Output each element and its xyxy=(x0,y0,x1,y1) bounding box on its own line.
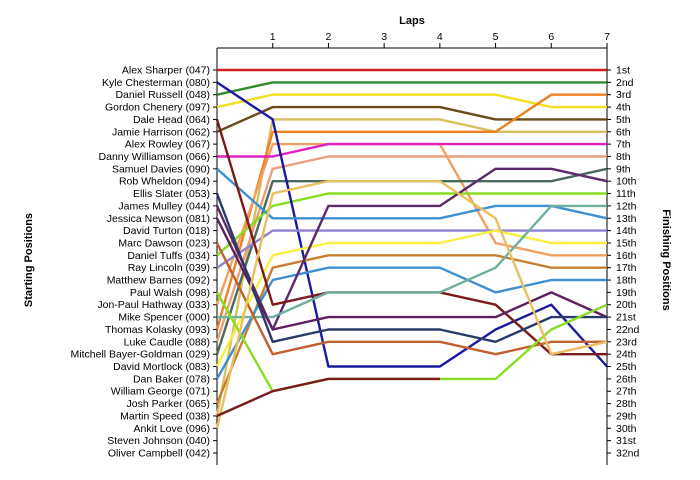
finishing-position-label: 23rd xyxy=(616,336,637,348)
finishing-position-label: 29th xyxy=(616,410,637,422)
series-line xyxy=(215,254,607,405)
starting-position-label: Jessica Newson (081) xyxy=(107,213,210,225)
lap-tick-label: 3 xyxy=(381,31,387,43)
starting-position-label: Samuel Davies (090) xyxy=(112,163,210,175)
starting-position-label: Danny Williamson (066) xyxy=(99,151,210,163)
finishing-position-label: 20th xyxy=(616,299,637,311)
finishing-position-label: 2nd xyxy=(616,77,634,89)
starting-position-label: Paul Walsh (098) xyxy=(130,287,210,299)
starting-position-label: Ankit Love (096) xyxy=(134,423,210,435)
starting-position-label: Josh Parker (065) xyxy=(127,398,210,410)
finishing-position-label: 1st xyxy=(616,65,630,77)
series-line xyxy=(215,193,607,343)
starting-position-label: Alex Sharper (047) xyxy=(122,65,210,77)
finishing-position-label: 14th xyxy=(616,225,637,237)
starting-position-label: Jon-Paul Hathway (033) xyxy=(97,299,210,311)
lap-tick-label: 7 xyxy=(604,31,610,43)
starting-position-label: Martin Speed (038) xyxy=(120,410,210,422)
finishing-position-label: 6th xyxy=(616,126,631,138)
lap-tick-label: 4 xyxy=(437,31,443,43)
lap-tick-label: 1 xyxy=(270,31,276,43)
finishing-position-label: 3rd xyxy=(616,89,631,101)
finishing-position-label: 26th xyxy=(616,373,637,385)
series-line xyxy=(216,93,607,109)
finishing-position-label: 27th xyxy=(616,386,637,398)
series-line xyxy=(215,155,607,343)
finishing-position-label: 16th xyxy=(616,250,637,262)
finishing-position-label: 25th xyxy=(616,361,637,373)
series-line xyxy=(215,118,607,417)
series-line xyxy=(216,229,607,269)
starting-position-label: Daniel Russell (048) xyxy=(115,89,210,101)
starting-position-label: Mike Spencer (000) xyxy=(118,312,210,324)
series-line xyxy=(215,167,608,355)
finishing-position-label: 24th xyxy=(616,349,637,361)
starting-position-label: Marc Dawson (023) xyxy=(118,237,210,249)
top-axis-title: Laps xyxy=(399,15,425,27)
finishing-position-label: 21st xyxy=(616,312,636,324)
starting-position-label: Alex Rowley (067) xyxy=(125,139,210,151)
finishing-position-label: 5th xyxy=(616,114,631,126)
series-line xyxy=(215,179,608,429)
finishing-position-label: 18th xyxy=(616,275,637,287)
starting-position-label: Gordon Chenery (097) xyxy=(105,102,210,114)
starting-position-label: Thomas Kolasky (093) xyxy=(105,324,210,336)
finishing-position-label: 8th xyxy=(616,151,631,163)
finishing-position-label: 22nd xyxy=(616,324,640,336)
finishing-position-label: 17th xyxy=(616,262,637,274)
starting-position-label: Ray Lincoln (039) xyxy=(128,262,210,274)
series-line xyxy=(216,192,607,257)
finishing-position-label: 4th xyxy=(616,102,631,114)
series-line xyxy=(217,204,607,319)
series-line xyxy=(216,81,608,368)
series-line xyxy=(215,93,607,330)
series-line xyxy=(215,242,607,356)
finishing-position-label: 31st xyxy=(616,435,636,447)
lap-tick-label: 6 xyxy=(548,31,554,43)
finishing-position-label: 10th xyxy=(616,176,637,188)
starting-position-label: Oliver Campbell (042) xyxy=(108,448,210,460)
starting-position-label: Daniel Tuffs (034) xyxy=(127,250,210,262)
series-line xyxy=(216,105,607,133)
right-axis-title: Finishing Positions xyxy=(660,209,672,310)
starting-position-label: Luke Caudle (088) xyxy=(124,336,210,348)
finishing-position-label: 28th xyxy=(616,398,637,410)
series-line xyxy=(217,142,607,158)
finishing-position-label: 13th xyxy=(616,213,637,225)
starting-position-label: David Turton (018) xyxy=(123,225,210,237)
series-line xyxy=(216,81,607,96)
series-line xyxy=(216,377,440,417)
finishing-position-label: 19th xyxy=(616,287,637,299)
starting-position-label: Rob Wheldon (094) xyxy=(119,176,210,188)
series-line xyxy=(215,266,607,380)
starting-position-label: Jamie Harrison (062) xyxy=(112,126,210,138)
series-line xyxy=(215,217,608,331)
starting-position-label: William George (071) xyxy=(111,386,210,398)
starting-position-label: Dan Baker (078) xyxy=(133,373,210,385)
finishing-position-label: 12th xyxy=(616,200,637,212)
starting-position-label: David Mortlock (083) xyxy=(113,361,210,373)
starting-position-label: Ellis Slater (053) xyxy=(133,188,210,200)
starting-position-label: Steven Johnson (040) xyxy=(107,435,210,447)
series-lines xyxy=(215,68,608,429)
starting-position-label: Matthew Barnes (092) xyxy=(107,275,210,287)
finishing-position-label: 32nd xyxy=(616,448,640,460)
finishing-position-label: 11th xyxy=(616,188,636,200)
finishing-position-label: 15th xyxy=(616,237,637,249)
axis-labels: 1 2 3 4 5 6 7 Alex Sharper (047)Kyle Chesterman… xyxy=(71,31,640,460)
finishing-position-label: 9th xyxy=(616,163,631,175)
lap-tick-label: 5 xyxy=(493,31,499,43)
starting-position-label: James Mulley (044) xyxy=(118,200,210,212)
starting-position-label: Dale Head (064) xyxy=(133,114,210,126)
starting-position-label: Kyle Chesterman (080) xyxy=(102,77,210,89)
lap-tick-label: 2 xyxy=(326,31,332,43)
series-line xyxy=(215,229,607,368)
finishing-position-label: 7th xyxy=(616,139,631,151)
finishing-position-label: 30th xyxy=(616,423,637,435)
starting-position-label: Mitchell Bayer-Goldman (029) xyxy=(71,349,210,361)
left-axis-title: Starting Positions xyxy=(23,213,35,307)
series-line xyxy=(215,167,608,331)
series-line xyxy=(216,167,608,220)
